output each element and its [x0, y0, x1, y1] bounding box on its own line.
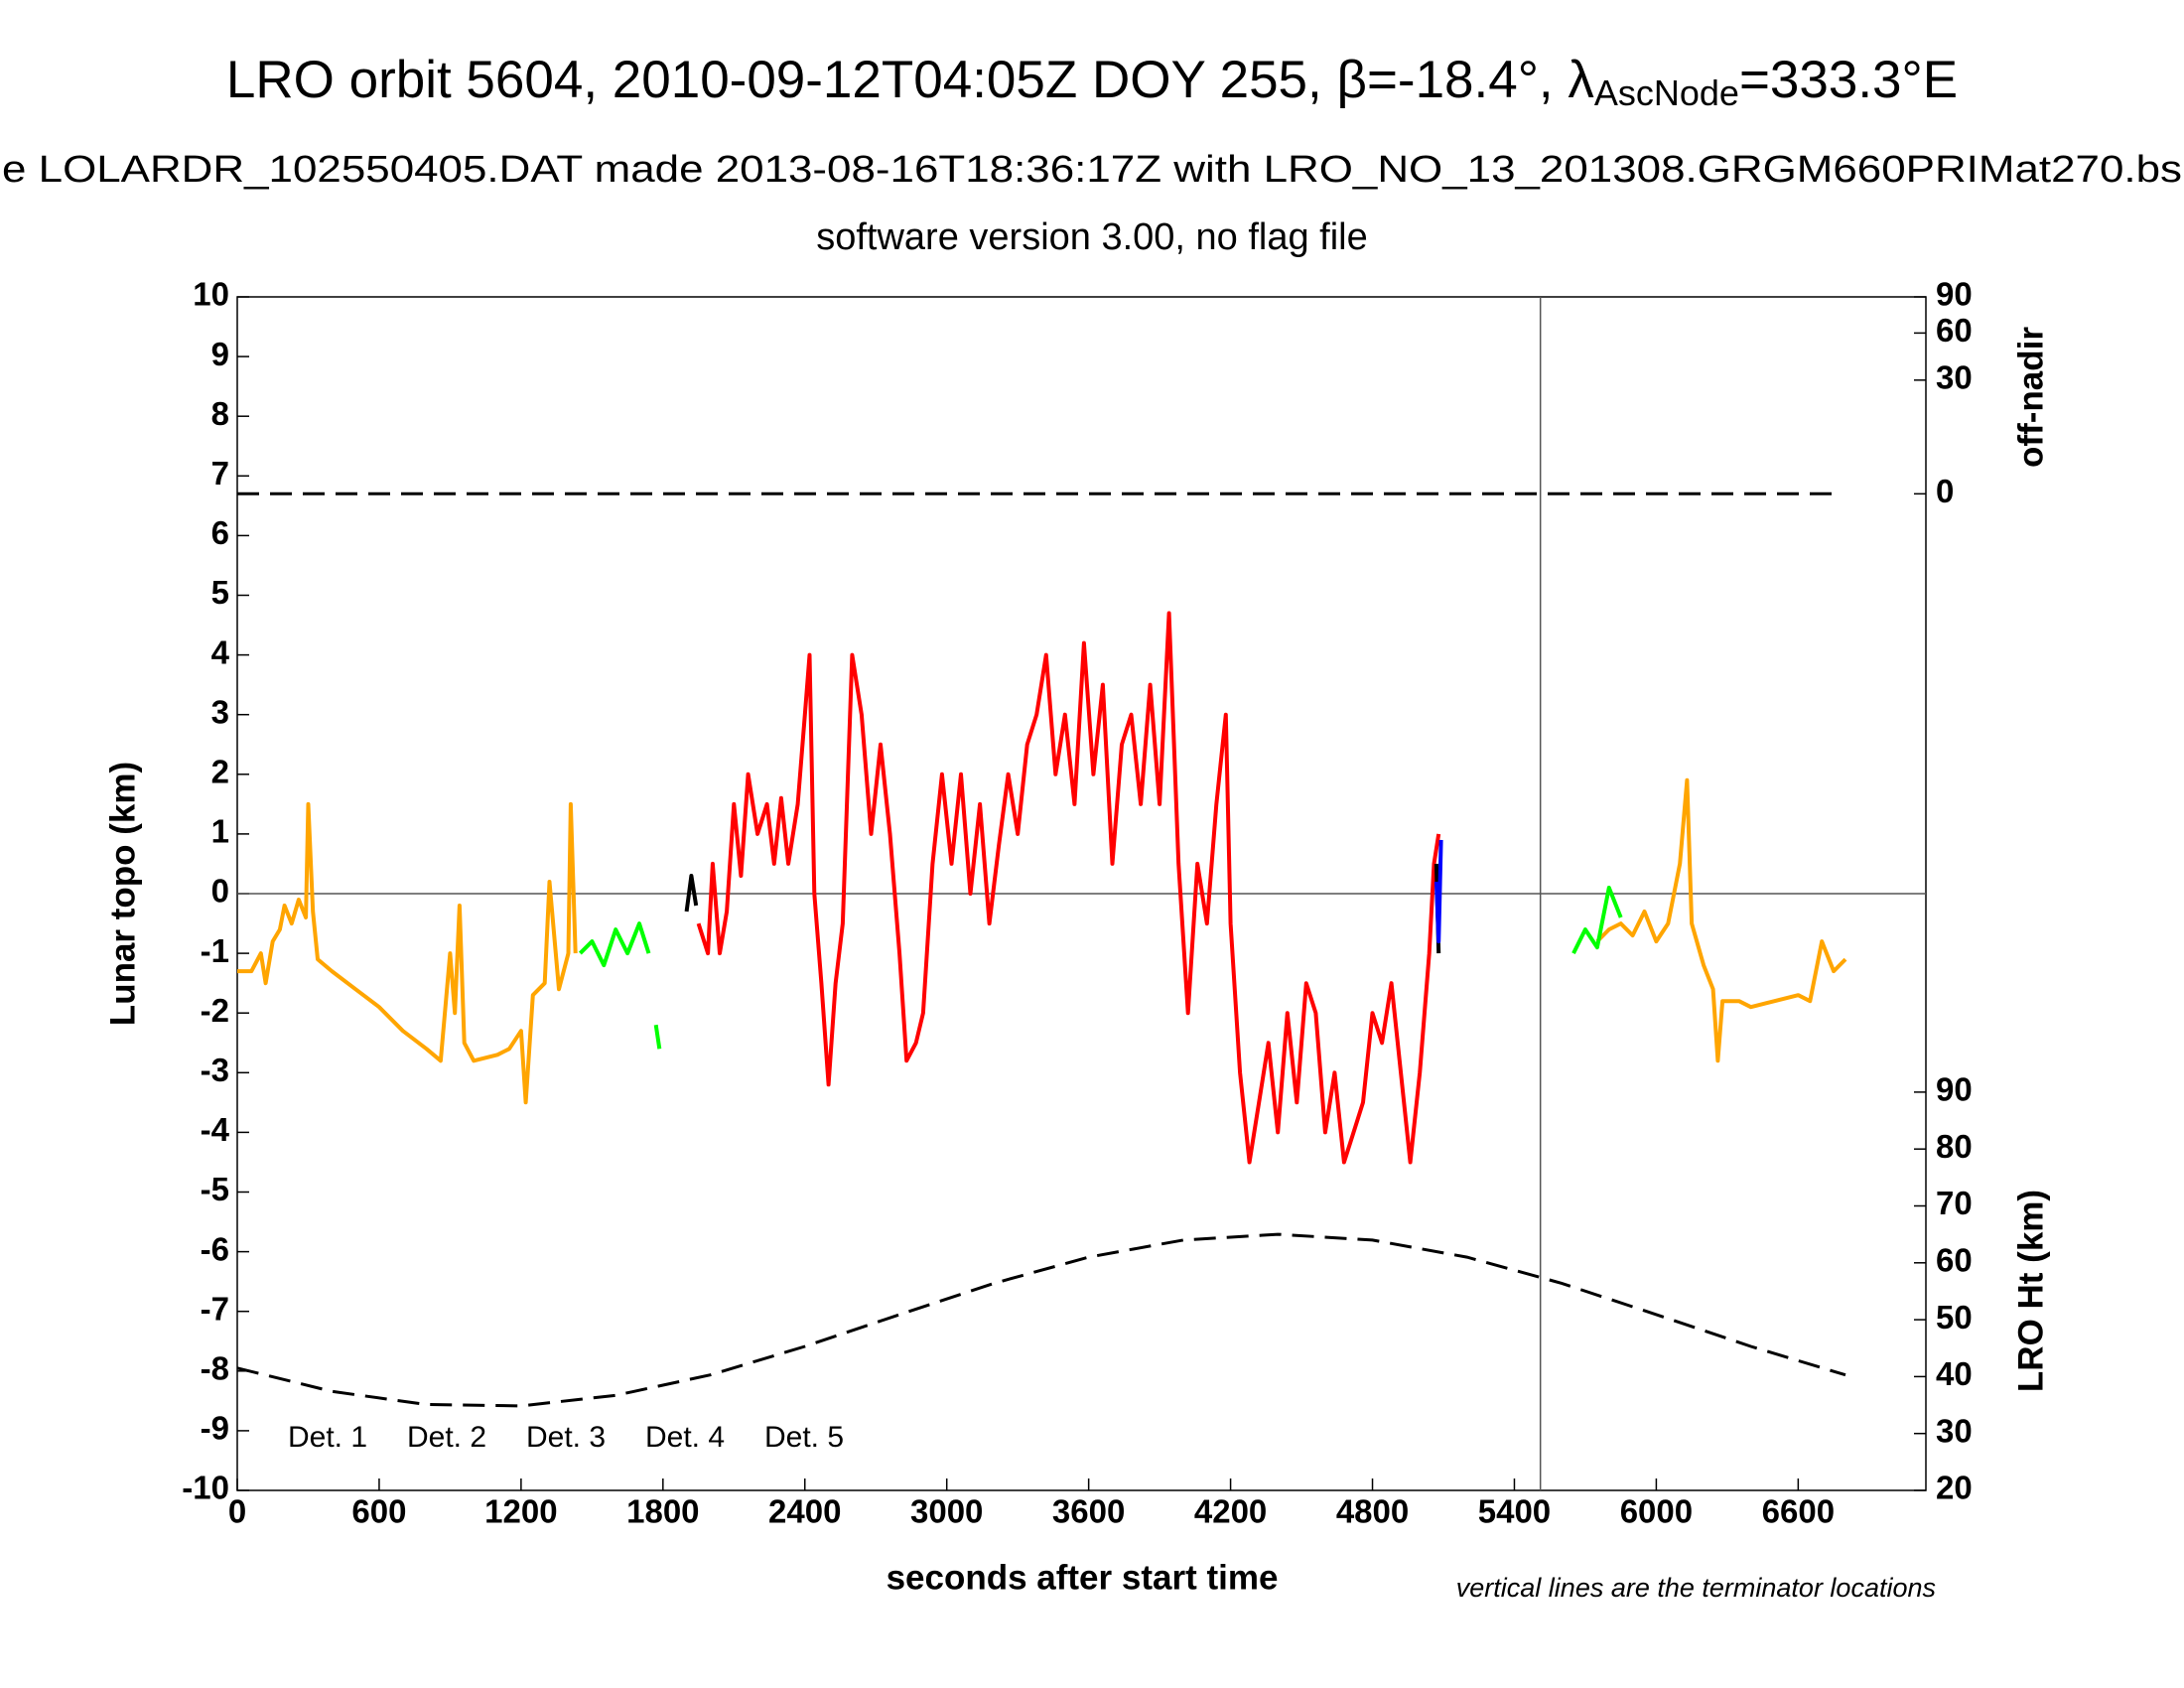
y-tick-label: -10 [182, 1470, 229, 1506]
legend-entry: Det. 3 [526, 1421, 606, 1454]
spacecraft-height-line [236, 1232, 1846, 1408]
x-tick-label: 600 [351, 1493, 406, 1530]
y2-tick-label: 50 [1936, 1299, 1973, 1336]
y-tick-label: 1 [211, 813, 229, 850]
y2-tick-label: 90 [1936, 1071, 1973, 1108]
x-tick-label: 2400 [768, 1493, 841, 1530]
y3-tick-label: 60 [1936, 312, 1973, 349]
detector-trace [684, 863, 1441, 954]
x-tick-label: 1800 [626, 1493, 699, 1530]
y-tick-label: 2 [211, 754, 229, 790]
legend-entry: Det. 2 [407, 1421, 486, 1454]
y2-tick-label: 60 [1936, 1242, 1973, 1279]
y2-tick-label: 30 [1936, 1412, 1973, 1449]
x-tick-label: 6600 [1762, 1493, 1835, 1530]
y3-tick-label: 30 [1936, 359, 1973, 396]
legend-entry: Det. 1 [288, 1421, 367, 1454]
x-tick-label: 3600 [1052, 1493, 1125, 1530]
legend-entry: Det. 5 [764, 1421, 844, 1454]
y-tick-label: -7 [201, 1290, 229, 1327]
y-tick-label: 4 [211, 633, 230, 670]
y-tick-label: -6 [201, 1230, 229, 1267]
y-tick-label: 5 [211, 574, 229, 611]
subtitle: software version 3.00, no flag file [816, 216, 1368, 258]
x-axis-title: seconds after start time [887, 1558, 1279, 1597]
y2-tick-label: 40 [1936, 1355, 1973, 1392]
y-tick-label: 10 [193, 276, 229, 313]
x-tick-label: 5400 [1478, 1493, 1551, 1530]
x-tick-label: 1200 [484, 1493, 557, 1530]
y3-tick-label: 0 [1936, 473, 1954, 509]
detector-trace [578, 886, 1623, 1050]
detector-trace [1433, 839, 1443, 944]
note: vertical lines are the terminator locati… [1456, 1573, 1936, 1603]
y-tick-label: 6 [211, 514, 229, 551]
detector-trace [237, 777, 1847, 1105]
y2-tick-label: 20 [1936, 1470, 1973, 1506]
y-tick-label: 7 [211, 455, 229, 492]
y-axis-title: Lunar topo (km) [103, 762, 142, 1026]
chart-title: LRO orbit 5604, 2010-09-12T04:05Z DOY 25… [226, 51, 1958, 113]
detector-trace [696, 611, 1441, 1165]
y-tick-label: -5 [201, 1171, 229, 1207]
y-tick-label: 0 [211, 873, 229, 910]
y-tick-label: 9 [211, 336, 229, 372]
y-tick-label: -9 [201, 1410, 229, 1447]
y3-axis-title: off-nadir [2011, 327, 2050, 468]
x-tick-label: 6000 [1620, 1493, 1693, 1530]
x-tick-label: 0 [228, 1493, 246, 1530]
x-tick-label: 3000 [910, 1493, 983, 1530]
y-tick-label: 8 [211, 395, 229, 432]
y-tick-label: -2 [201, 992, 229, 1029]
title-subscript: AscNode [1594, 72, 1739, 113]
y-tick-label: -1 [201, 932, 229, 969]
title-part: =333.3°E [1739, 51, 1958, 109]
y3-tick-label: 90 [1936, 276, 1973, 313]
title-part: LRO orbit 5604, 2010-09-12T04:05Z DOY 25… [226, 51, 1594, 109]
y-tick-label: -3 [201, 1052, 229, 1088]
y2-tick-label: 80 [1936, 1128, 1973, 1165]
x-tick-label: 4800 [1336, 1493, 1409, 1530]
y-tick-label: -4 [201, 1111, 230, 1148]
x-tick-label: 4200 [1194, 1493, 1267, 1530]
subtitle: e LOLARDR_102550405.DAT made 2013-08-16T… [2, 149, 2182, 191]
y2-tick-label: 70 [1936, 1185, 1973, 1221]
legend-entry: Det. 4 [645, 1421, 725, 1454]
y-tick-label: 3 [211, 693, 229, 730]
y-tick-label: -8 [201, 1350, 229, 1387]
y2-axis-title: LRO Ht (km) [2011, 1190, 2050, 1392]
